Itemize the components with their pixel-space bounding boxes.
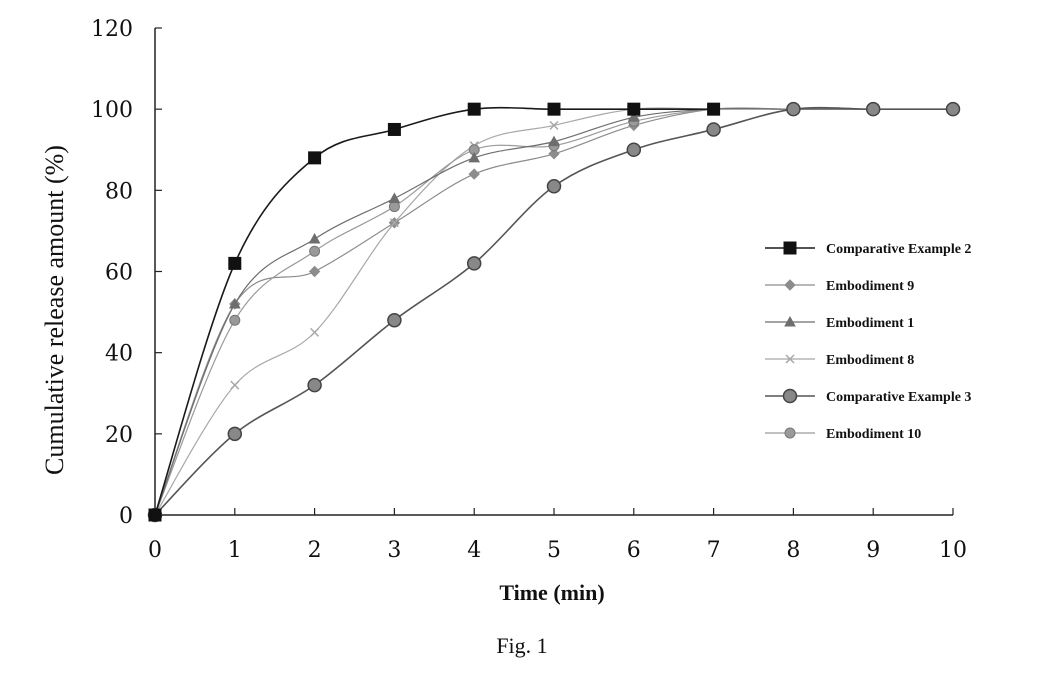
data-point-series-2 [627, 111, 640, 122]
legend-marker [784, 315, 796, 327]
data-point-series-3-stroke [310, 327, 320, 337]
data-point-series-5 [309, 245, 321, 257]
data-point-series-5 [229, 314, 241, 326]
x-tick-label: 9 [866, 538, 880, 563]
data-point-series-2 [548, 135, 560, 147]
legend-marker-stroke [785, 354, 795, 364]
data-point-series-3 [310, 327, 320, 337]
data-point-series-2 [468, 151, 481, 163]
data-point-series-3-stroke [389, 218, 399, 228]
y-axis-title: Cumulative release amount (%) [40, 145, 69, 475]
legend-label: Embodiment 8 [826, 353, 914, 368]
data-point-series-4 [466, 256, 482, 271]
y-tick-label: 60 [105, 261, 133, 286]
legend-marker [783, 241, 797, 255]
y-tick-label: 120 [91, 17, 133, 42]
y-tick-label: 80 [105, 179, 133, 204]
data-point-series-1 [548, 148, 560, 160]
data-point-series-1 [308, 265, 321, 278]
chart-axes: 0 20 40 60 80 100 120 0 1 2 3 4 5 6 7 8 9 10 [91, 17, 967, 563]
data-point-series-0 [547, 102, 561, 116]
y-tick-label: 40 [105, 342, 133, 367]
data-point-series-3 [389, 218, 399, 228]
legend-marker [784, 427, 796, 439]
legend-label: Embodiment 1 [826, 316, 914, 331]
x-tick-label: 2 [308, 538, 322, 563]
data-point-series-3-stroke [549, 120, 559, 130]
data-point-series-4 [387, 312, 402, 328]
data-point-series-2 [388, 192, 401, 203]
legend-marker [782, 388, 798, 404]
chart-series-layer [147, 101, 961, 523]
data-point-series-0 [148, 508, 162, 522]
data-point-series-4 [706, 122, 721, 137]
data-point-series-4 [865, 101, 881, 117]
data-point-series-0 [707, 102, 721, 116]
data-point-series-5 [388, 201, 400, 213]
data-point-series-3-stroke [230, 380, 240, 390]
legend-label: Comparative Example 2 [826, 242, 971, 257]
legend-label: Embodiment 9 [826, 279, 914, 294]
data-point-series-4 [546, 179, 562, 194]
data-point-series-0 [308, 151, 322, 165]
data-point-series-2 [308, 233, 321, 244]
data-point-series-4 [307, 377, 322, 393]
x-tick-label: 3 [387, 538, 401, 563]
figure-caption: Fig. 1 [496, 633, 547, 658]
data-point-series-1 [468, 168, 480, 180]
x-tick-label: 5 [547, 538, 561, 563]
data-point-series-4 [626, 142, 642, 157]
series-line-0 [154, 106, 714, 516]
data-point-series-4 [786, 101, 801, 117]
data-point-series-3 [549, 120, 559, 130]
legend-marker [784, 279, 796, 291]
data-point-series-3 [230, 380, 240, 390]
chart-legend: Comparative Example 2 Embodiment 9 Embodim… [765, 241, 971, 442]
x-tick-label: 8 [786, 538, 800, 563]
data-point-series-0 [228, 256, 242, 270]
data-point-series-0 [627, 102, 641, 116]
data-point-series-0 [387, 122, 401, 136]
x-tick-label: 4 [467, 538, 481, 563]
series-line-1 [154, 107, 953, 516]
x-tick-label: 0 [148, 538, 162, 563]
data-point-series-4 [227, 426, 243, 442]
series-line-2 [154, 107, 953, 516]
data-point-series-0 [467, 102, 481, 116]
data-point-series-2 [228, 297, 241, 309]
x-tick-label: 6 [627, 538, 641, 563]
data-point-series-4 [945, 101, 961, 117]
series-line-3 [154, 107, 953, 516]
y-tick-label: 20 [105, 423, 133, 448]
x-tick-label: 10 [939, 538, 967, 563]
legend-marker [785, 354, 795, 364]
series-line-4 [154, 106, 953, 516]
legend-label: Embodiment 10 [826, 427, 921, 442]
series-line-5 [154, 107, 953, 516]
x-tick-label: 1 [228, 538, 242, 563]
y-tick-label: 100 [91, 98, 133, 123]
legend-label: Comparative Example 3 [826, 390, 971, 405]
y-tick-label: 0 [119, 504, 133, 529]
x-axis-title: Time (min) [499, 580, 604, 605]
x-tick-label: 7 [707, 538, 721, 563]
